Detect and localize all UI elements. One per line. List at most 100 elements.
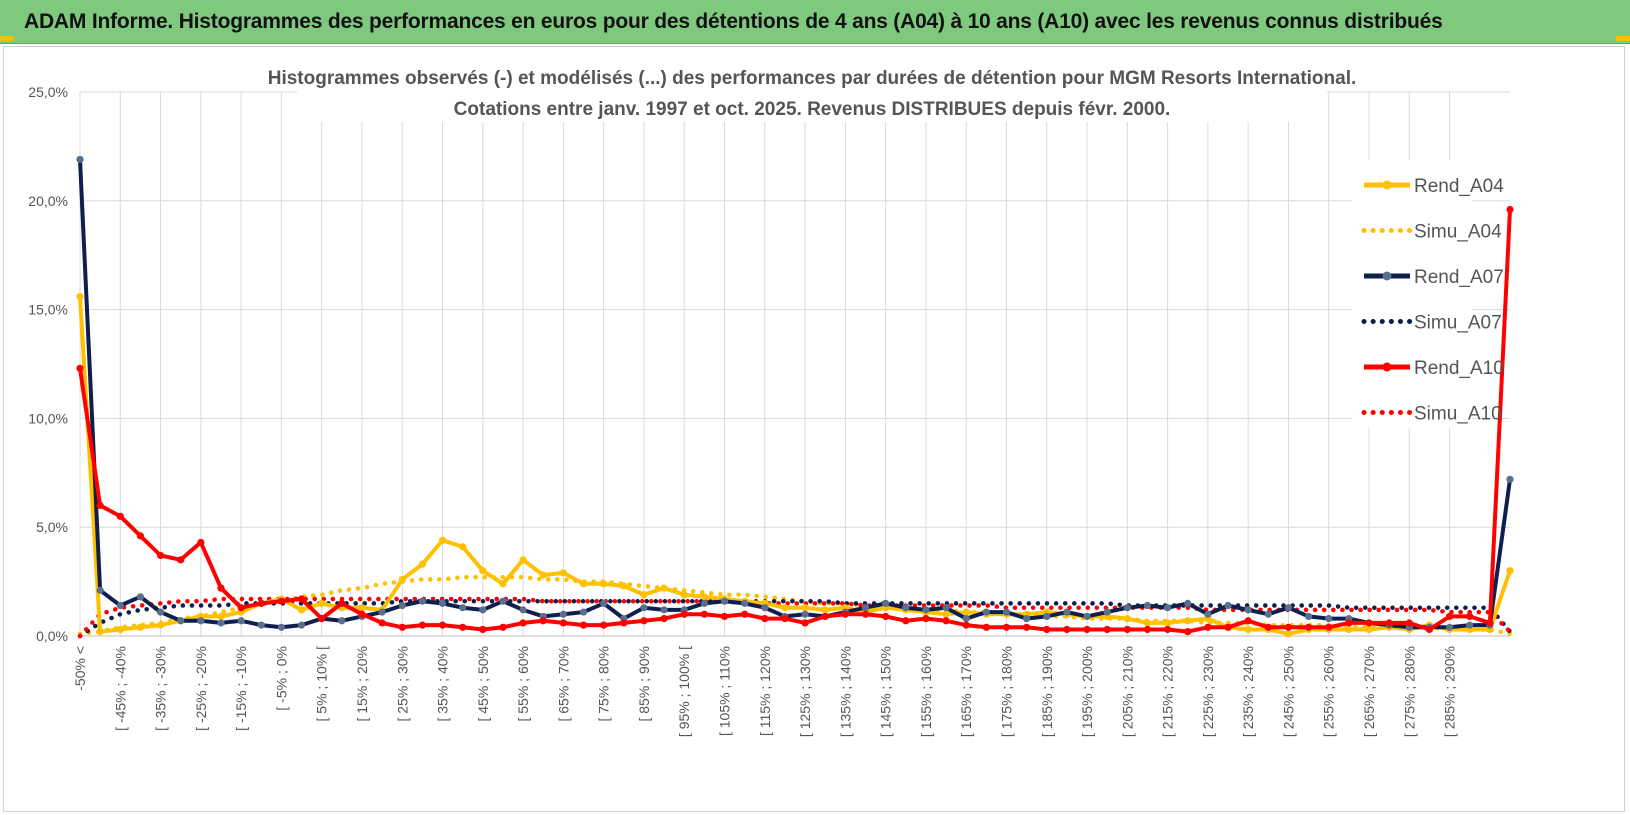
x-tick-label: [ -15% ; -10% [233, 646, 249, 731]
data-point-rend-a04 [700, 593, 708, 601]
data-point-rend-a10 [1365, 619, 1373, 627]
chart-frame [3, 46, 1625, 812]
data-point-rend-a10 [741, 610, 749, 618]
x-tick-label: [ 25% ; 30% [394, 646, 410, 722]
data-point-rend-a10 [177, 556, 185, 564]
data-point-rend-a10 [1385, 619, 1393, 627]
x-tick-label: [ 145% ; 150% [878, 646, 894, 737]
x-tick-label: [ 135% ; 140% [837, 646, 853, 737]
data-point-rend-a04 [418, 560, 426, 568]
data-point-rend-a04 [942, 610, 950, 618]
data-point-rend-a04 [1184, 617, 1192, 625]
data-point-rend-a04 [1284, 630, 1293, 638]
data-point-rend-a07 [1002, 608, 1011, 616]
data-point-rend-a04 [640, 591, 648, 599]
data-point-rend-a10 [1083, 625, 1091, 634]
data-point-rend-a07 [1304, 612, 1313, 621]
x-tick-label: [ 125% ; 130% [797, 646, 813, 737]
chart-legend: Rend_A04 Simu_A04 Rend_A07 Simu_A07 Rend_A10… [1352, 160, 1504, 428]
x-tick-label: [ 185% ; 190% [1039, 646, 1055, 737]
data-point-rend-a10 [116, 512, 124, 520]
x-tick-label: [ 105% ; 110% [717, 646, 733, 736]
data-point-rend-a10 [1425, 625, 1434, 634]
data-point-rend-a04 [136, 623, 145, 631]
data-point-rend-a10 [1123, 625, 1131, 634]
x-tick-label: [ 65% ; 70% [555, 646, 571, 722]
data-point-rend-a10 [700, 610, 708, 618]
data-point-rend-a07 [277, 623, 286, 631]
data-point-rend-a04 [116, 625, 124, 634]
data-point-rend-a07 [1083, 612, 1091, 621]
data-point-rend-a07 [177, 617, 185, 625]
data-point-rend-a04 [579, 580, 588, 588]
data-point-rend-a07 [156, 608, 165, 616]
data-point-rend-a04 [1345, 625, 1353, 634]
data-point-rend-a10 [761, 614, 769, 623]
data-point-rend-a10 [479, 625, 487, 634]
data-point-rend-a07 [1284, 604, 1293, 612]
data-point-rend-a10 [559, 619, 567, 627]
data-point-rend-a07 [902, 604, 910, 612]
data-point-rend-a04 [438, 536, 447, 544]
data-point-rend-a04 [600, 580, 608, 588]
x-tick-label: [ 235% ; 240% [1240, 646, 1256, 737]
data-point-rend-a10 [96, 501, 104, 510]
data-point-rend-a07 [459, 604, 467, 612]
series-line-rend-a10 [78, 209, 1512, 634]
legend-label-simu-a07: Simu_A07 [1414, 313, 1502, 334]
data-point-rend-a10 [499, 623, 507, 631]
data-point-rend-a10 [257, 599, 265, 607]
data-point-rend-a07 [640, 604, 648, 612]
x-tick-label: [ 285% ; 290% [1442, 646, 1458, 737]
data-point-rend-a10 [640, 617, 648, 625]
data-point-rend-a10 [418, 621, 426, 629]
data-point-rend-a07 [338, 617, 346, 625]
data-point-rend-a10 [1063, 625, 1071, 634]
data-point-rend-a10 [1184, 628, 1192, 636]
data-point-rend-a07 [882, 599, 890, 607]
data-point-rend-a07 [1184, 599, 1192, 607]
data-point-rend-a07 [96, 586, 104, 594]
data-point-rend-a07 [600, 599, 608, 607]
y-tick-label: 20,0% [28, 193, 68, 209]
legend-item-rend-a10: Rend_A10 [1364, 358, 1504, 379]
y-tick-label: 10,0% [28, 410, 68, 426]
data-point-rend-a10 [76, 364, 84, 372]
x-tick-label: [ 165% ; 170% [958, 646, 974, 737]
data-point-rend-a07 [1103, 608, 1111, 616]
x-tick-label: [ 215% ; 220% [1160, 646, 1176, 737]
data-point-rend-a10 [539, 617, 547, 625]
data-point-rend-a07 [982, 608, 990, 616]
chart-gridlines [79, 91, 1510, 636]
data-point-rend-a10 [1445, 612, 1454, 621]
x-tick-label: [ 275% ; 280% [1401, 646, 1417, 737]
x-tick-label: [ 255% ; 260% [1321, 646, 1337, 737]
data-point-rend-a07 [1043, 612, 1051, 621]
data-point-rend-a07 [1204, 610, 1212, 618]
data-point-rend-a10 [156, 551, 165, 560]
chart-title-background [297, 60, 1327, 122]
data-point-rend-a10 [1103, 625, 1111, 634]
series-rend-a07 [76, 155, 1514, 631]
data-point-rend-a04 [1506, 567, 1514, 575]
data-point-rend-a07 [297, 621, 306, 629]
data-point-rend-a10 [459, 623, 467, 631]
x-tick-label: [ 195% ; 200% [1079, 646, 1095, 737]
data-point-rend-a07 [559, 610, 567, 618]
data-point-rend-a07 [942, 604, 950, 612]
x-tick-label: [ 5% ; 10% [ [314, 646, 330, 722]
data-point-rend-a10 [882, 612, 890, 621]
data-point-rend-a10 [781, 614, 789, 623]
data-point-rend-a10 [1304, 623, 1313, 631]
series-rend-a04 [76, 292, 1514, 638]
data-point-rend-a07 [922, 606, 930, 614]
data-point-rend-a10 [821, 612, 829, 621]
data-point-rend-a07 [197, 617, 205, 625]
data-point-rend-a07 [761, 604, 769, 612]
data-point-rend-a04 [318, 599, 326, 607]
legend-item-rend-a04: Rend_A04 [1364, 176, 1504, 197]
data-point-rend-a07 [438, 599, 447, 607]
data-point-rend-a07 [720, 597, 729, 605]
data-point-rend-a10 [982, 623, 990, 631]
